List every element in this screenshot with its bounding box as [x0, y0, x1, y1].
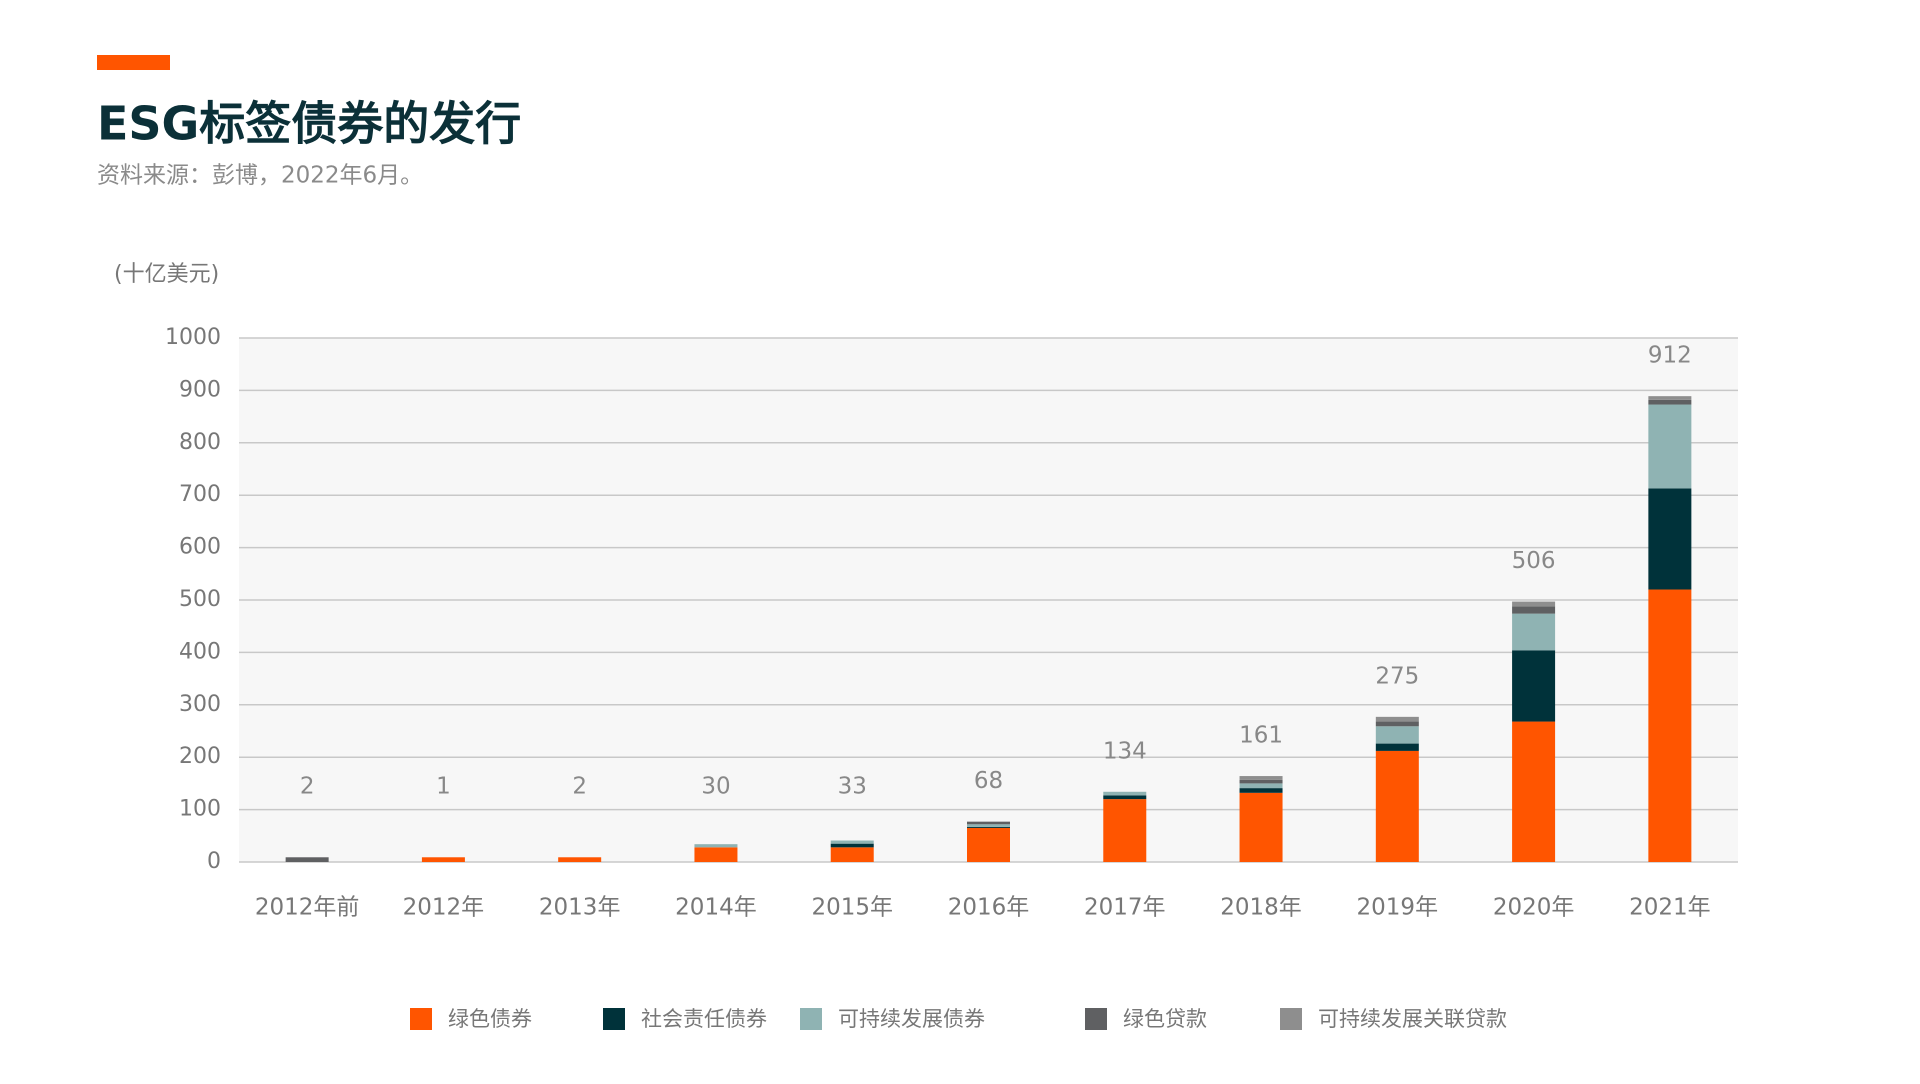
- y-tick-label: 1000: [165, 325, 221, 350]
- x-tick-label: 2017年: [1084, 895, 1166, 921]
- bar-segment: [1239, 776, 1283, 780]
- y-tick-label: 400: [179, 639, 221, 664]
- y-tick-label: 900: [179, 377, 221, 402]
- bar-segment: [1103, 799, 1147, 862]
- y-tick-label: 200: [179, 744, 221, 769]
- bar-segment: [1375, 721, 1419, 727]
- legend-label: 社会责任债券: [641, 1007, 767, 1031]
- x-tick-label: 2012年前: [255, 895, 360, 921]
- legend-swatch: [1280, 1008, 1302, 1030]
- x-tick-label: 2021年: [1629, 895, 1711, 921]
- x-tick-label: 2013年: [539, 895, 621, 921]
- total-label: 161: [1239, 723, 1283, 749]
- total-label: 68: [974, 768, 1003, 794]
- total-label: 506: [1512, 548, 1556, 574]
- bar-segment: [694, 847, 738, 862]
- legend-label: 可持续发展关联贷款: [1318, 1007, 1507, 1031]
- chart-subtitle: 资料来源：彭博，2022年6月。: [97, 163, 423, 189]
- total-label: 2: [300, 774, 315, 800]
- bar-segment: [1375, 716, 1419, 722]
- bar-segment: [421, 857, 465, 862]
- bar-segment: [1512, 721, 1556, 862]
- bar-segment: [1512, 613, 1556, 651]
- bar-segment: [967, 824, 1010, 827]
- bar-segment: [285, 857, 329, 862]
- bar-segment: [1239, 783, 1283, 789]
- x-tick-label: 2016年: [948, 895, 1030, 921]
- y-tick-label: 0: [207, 849, 221, 874]
- bar-segment: [1648, 404, 1692, 489]
- y-tick-label: 500: [179, 587, 221, 612]
- x-tick-label: 2019年: [1357, 895, 1439, 921]
- y-tick-label: 700: [179, 482, 221, 507]
- x-tick-label: 2018年: [1220, 895, 1302, 921]
- total-label: 275: [1375, 663, 1419, 689]
- bar-segment: [1239, 779, 1283, 784]
- bar-segment: [1375, 726, 1419, 744]
- legend-label: 绿色债券: [448, 1007, 532, 1031]
- bar-segment: [1512, 606, 1556, 614]
- bar-segment: [1375, 743, 1419, 751]
- bar-segment: [694, 844, 738, 848]
- bar-segment: [1239, 792, 1283, 862]
- total-label: 912: [1648, 343, 1692, 369]
- x-tick-label: 2015年: [811, 895, 893, 921]
- bar-segment: [1648, 399, 1692, 405]
- bar-segment: [1375, 750, 1419, 862]
- bar-segment: [1648, 396, 1692, 400]
- y-tick-label: 800: [179, 430, 221, 455]
- bar-segment: [1512, 601, 1556, 607]
- bar-segment: [830, 847, 874, 862]
- y-tick-label: 300: [179, 692, 221, 717]
- legend-swatch: [603, 1008, 625, 1030]
- bar-segment: [967, 821, 1010, 825]
- legend-label: 绿色贷款: [1123, 1007, 1207, 1031]
- x-tick-label: 2014年: [675, 895, 757, 921]
- bar-segment: [1103, 791, 1147, 796]
- bar-segment: [830, 840, 874, 844]
- bar-segment: [830, 843, 874, 848]
- legend-swatch: [1085, 1008, 1107, 1030]
- total-label: 2: [572, 774, 587, 800]
- total-label: 1: [436, 774, 451, 800]
- total-label: 30: [701, 774, 730, 800]
- legend-swatch: [800, 1008, 822, 1030]
- legend-swatch: [410, 1008, 432, 1030]
- x-tick-label: 2020年: [1493, 895, 1575, 921]
- total-label: 134: [1103, 738, 1147, 764]
- bar-segment: [558, 857, 602, 862]
- accent-bar: [97, 55, 170, 70]
- bar-segment: [967, 826, 1010, 828]
- bar-segment: [1239, 788, 1283, 793]
- bar-segment: [967, 827, 1010, 862]
- y-tick-label: 100: [179, 797, 221, 822]
- y-axis-label: (十亿美元): [114, 262, 219, 287]
- bar-segment: [1648, 488, 1692, 590]
- x-tick-label: 2012年: [403, 895, 485, 921]
- bar-segment: [1512, 650, 1556, 722]
- chart-title: ESG标签债券的发行: [97, 97, 521, 151]
- bar-segment: [1103, 795, 1147, 800]
- legend-label: 可持续发展债券: [838, 1007, 985, 1031]
- y-tick-label: 600: [179, 535, 221, 560]
- total-label: 33: [838, 774, 867, 800]
- bar-segment: [1648, 589, 1692, 862]
